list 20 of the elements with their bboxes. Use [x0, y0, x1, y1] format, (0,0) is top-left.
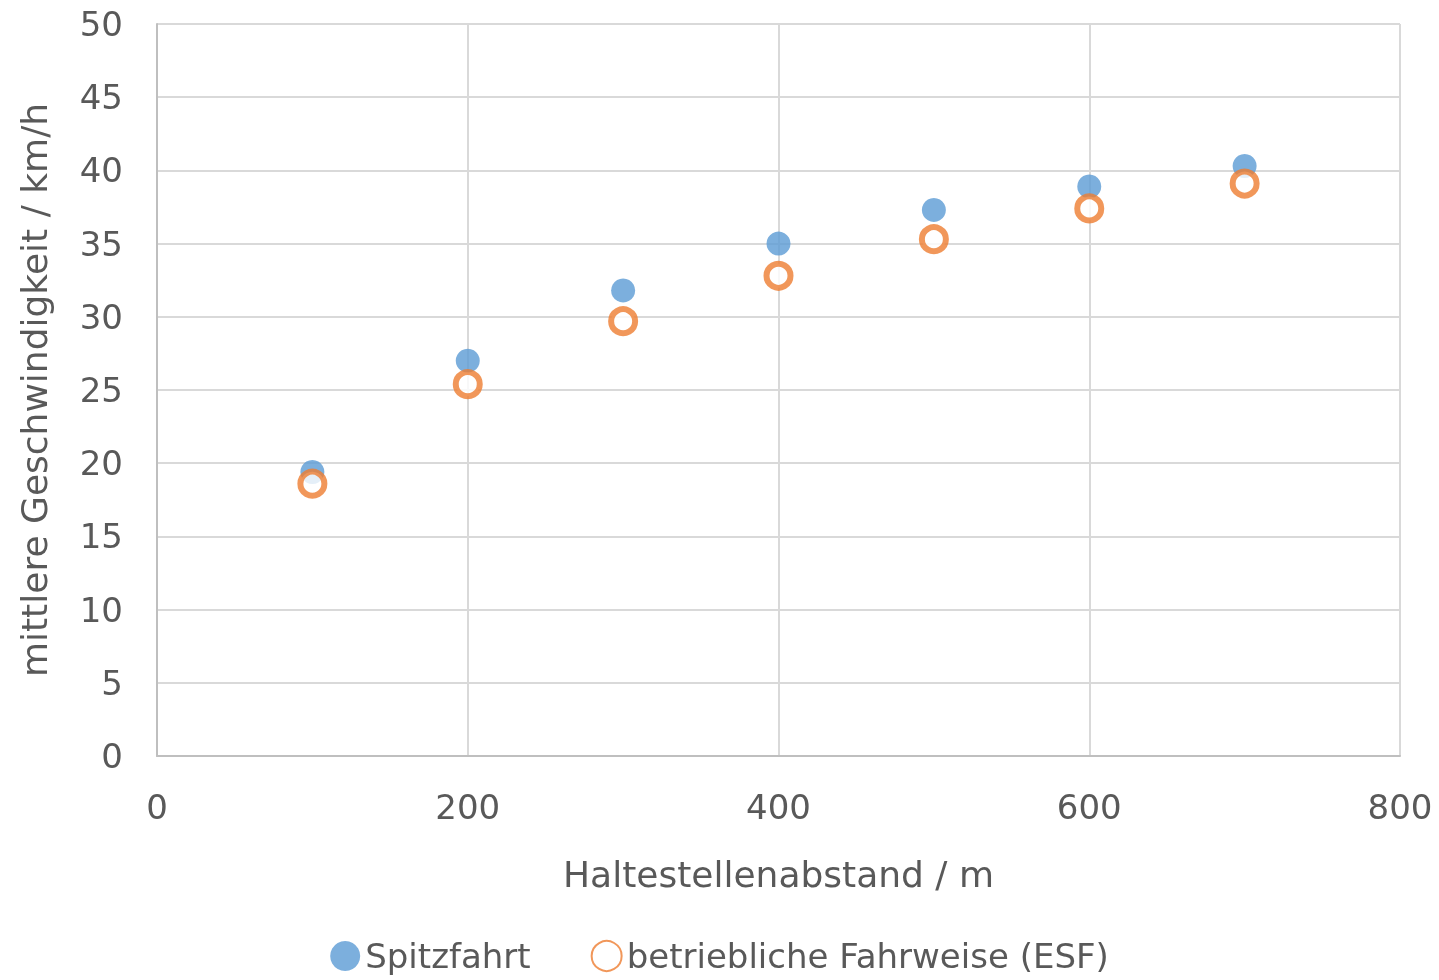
y-tick-label: 15: [79, 516, 123, 557]
y-tick-label: 35: [79, 223, 123, 264]
y-tick-label: 45: [79, 77, 123, 118]
y-tick-label: 5: [101, 662, 123, 703]
y-tick-label: 40: [79, 150, 123, 191]
x-tick-label: 400: [746, 787, 811, 827]
legend-label: Spitzfahrt: [365, 936, 531, 976]
x-tick-label: 800: [1367, 787, 1433, 827]
x-tick-label: 600: [1056, 787, 1122, 827]
x-tick-label: 200: [435, 787, 501, 827]
x-axis-title: Haltestellenabstand / m: [563, 853, 994, 895]
y-axis-title: mittlere Geschwindigkeit / km/h: [13, 102, 55, 678]
y-tick-label: 10: [79, 589, 123, 630]
y-tick-label: 50: [79, 4, 123, 44]
y-tick-label: 0: [101, 736, 123, 776]
y-tick-label: 25: [79, 370, 123, 410]
legend-label: betriebliche Fahrweise (ESF): [626, 936, 1109, 976]
x-tick-label: 0: [146, 787, 168, 827]
y-tick-label: 30: [79, 296, 123, 337]
y-tick-label: 20: [79, 443, 123, 484]
